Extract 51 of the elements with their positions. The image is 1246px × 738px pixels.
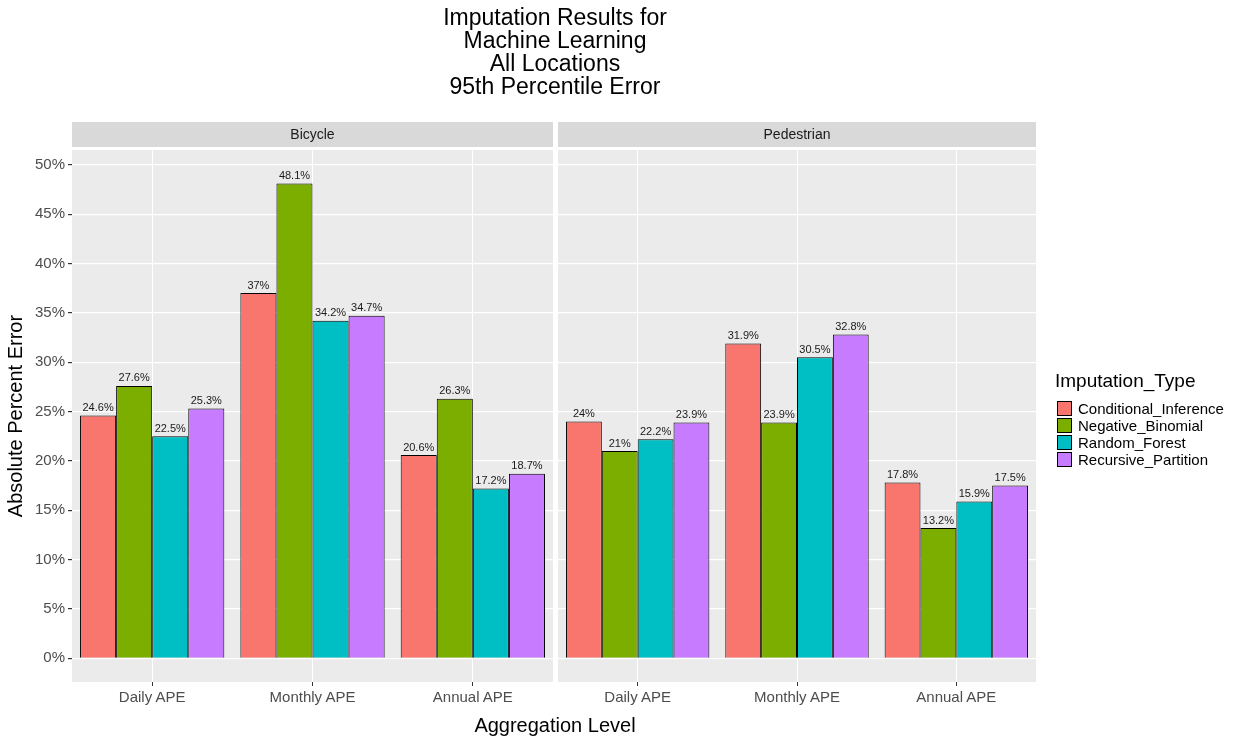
y-tick-label: 20% xyxy=(34,451,66,469)
y-tick-label: 30% xyxy=(34,352,66,370)
legend-title: Imputation_Type xyxy=(1055,370,1197,392)
legend-label: Recursive_Partition xyxy=(1078,451,1209,468)
data-label: 31.9% xyxy=(727,328,760,341)
legend-label: Negative_Binomial xyxy=(1078,417,1204,434)
data-label: 21% xyxy=(608,436,631,449)
x-tick-label: Monthly APE xyxy=(269,688,356,706)
data-label: 37% xyxy=(247,278,270,291)
y-tick-label: 10% xyxy=(34,549,66,567)
y-tick-label: 40% xyxy=(34,253,66,271)
x-axis-title: Aggregation Level xyxy=(473,714,637,737)
data-label: 30.5% xyxy=(799,342,831,355)
y-tick-label: 15% xyxy=(34,500,66,518)
legend-label: Random_Forest xyxy=(1078,434,1186,451)
y-axis-title: Absolute Percent Error xyxy=(3,314,26,518)
data-label: 32.8% xyxy=(835,320,867,333)
x-tick-label: Monthly APE xyxy=(754,688,840,706)
data-label: 20.6% xyxy=(403,440,435,453)
y-tick-label: 50% xyxy=(34,154,66,172)
chart-title: Imputation Results for Machine Learning All Locations 95th Percentile Error xyxy=(442,4,668,99)
data-label: 17.5% xyxy=(994,471,1026,484)
y-tick-label: 0% xyxy=(43,648,66,666)
data-label: 27.6% xyxy=(118,371,150,384)
x-tick-label: Annual APE xyxy=(916,688,997,706)
data-label: 26.3% xyxy=(439,384,471,397)
data-label: 13.2% xyxy=(922,513,955,526)
data-label: 24.6% xyxy=(82,401,114,414)
chart-subtitle: Pedestrian xyxy=(558,122,1036,147)
chart-subtitle: Bicycle xyxy=(72,122,553,147)
data-label: 18.7% xyxy=(511,459,543,472)
legend-label: Conditional_Inference xyxy=(1078,400,1224,417)
data-label: 15.9% xyxy=(958,486,991,499)
y-tick-label: 5% xyxy=(43,599,66,617)
data-label: 48.1% xyxy=(278,169,311,182)
data-label: 22.5% xyxy=(154,421,187,434)
y-tick-label: 25% xyxy=(34,401,66,419)
data-label: 17.8% xyxy=(886,468,919,481)
data-label: 34.2% xyxy=(314,306,347,319)
data-label: 25.3% xyxy=(190,394,223,407)
data-label: 17.2% xyxy=(475,474,507,487)
data-label: 23.9% xyxy=(763,407,795,420)
x-tick-label: Annual APE xyxy=(432,688,513,706)
y-tick-label: 45% xyxy=(34,204,66,222)
data-label: 23.9% xyxy=(675,407,708,420)
data-label: 22.2% xyxy=(639,424,672,437)
x-tick-label: Daily APE xyxy=(604,688,672,706)
data-label: 24% xyxy=(572,406,596,419)
y-tick-label: 35% xyxy=(34,303,66,320)
x-tick-label: Daily APE xyxy=(118,688,186,706)
data-label: 34.7% xyxy=(351,301,383,314)
